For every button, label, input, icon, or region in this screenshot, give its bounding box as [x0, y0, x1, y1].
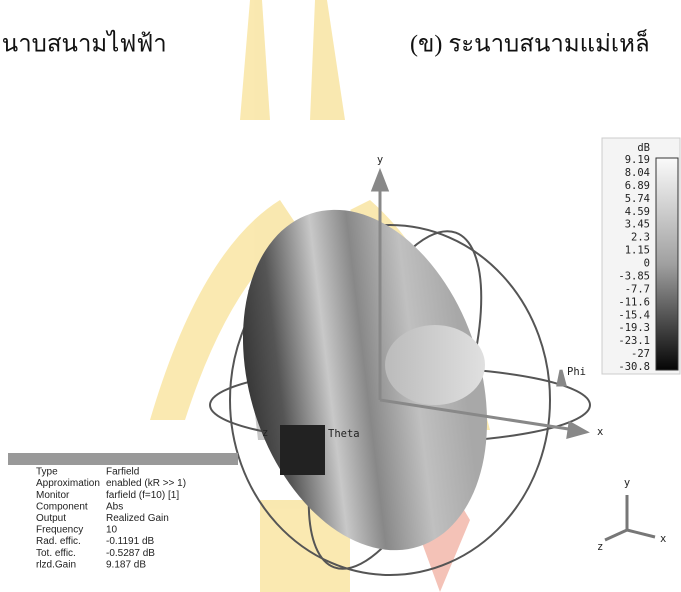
info-label: Output	[36, 513, 66, 524]
colorbar-label: 5.74	[625, 193, 650, 205]
colorbar-label: -15.4	[618, 309, 650, 321]
colorbar-unit: dB	[637, 142, 650, 154]
colorbar-label: -7.7	[625, 283, 650, 295]
colorbar-label: -27	[631, 348, 650, 360]
colorbar-label: -3.85	[618, 270, 650, 282]
info-value: Realized Gain	[106, 513, 169, 524]
axis-triad	[604, 495, 656, 542]
info-label: Tot. effic.	[36, 548, 76, 559]
axes	[370, 167, 590, 440]
triad-x: x	[660, 533, 666, 545]
colorbar-label: -19.3	[618, 322, 650, 334]
axis-label-x: x	[597, 426, 603, 438]
colorbar-label: 8.04	[625, 167, 650, 179]
info-label: rlzd.Gain	[36, 559, 76, 570]
info-value: 10	[106, 525, 118, 536]
colorbar-label: 4.59	[625, 206, 650, 218]
colorbar-label: 0	[644, 258, 650, 270]
colorbar-label: 2.3	[631, 232, 650, 244]
colorbar	[655, 157, 679, 371]
info-label: Type	[36, 467, 58, 478]
triad-z: z	[597, 541, 603, 553]
info-header	[8, 453, 238, 465]
info-value: Abs	[106, 501, 123, 512]
info-label: Frequency	[36, 525, 83, 536]
colorbar-label: 3.45	[625, 219, 650, 231]
info-value: -0.5287 dB	[106, 548, 155, 559]
info-value: Farfield	[106, 467, 139, 478]
colorbar-label: 6.89	[625, 180, 650, 192]
colorbar-label: -11.6	[618, 296, 650, 308]
radiation-pattern	[242, 209, 488, 551]
axis-label-theta: Theta	[328, 428, 360, 440]
info-value: 9.187 dB	[106, 559, 146, 570]
info-label: Monitor	[36, 490, 70, 501]
caption-left: ระนาบสนามไฟฟ้า	[0, 30, 167, 58]
colorbar-label: 9.19	[625, 154, 650, 166]
colorbar-label: -23.1	[618, 335, 650, 347]
info-panel	[8, 465, 238, 592]
info-label: Rad. effic.	[36, 536, 81, 547]
info-value: enabled (kR >> 1)	[106, 478, 186, 489]
axis-label-phi: Phi	[567, 366, 586, 378]
caption-right: (ข) ระนาบสนามแม่เหล็	[410, 29, 650, 58]
info-value: -0.1191 dB	[106, 536, 155, 547]
colorbar-label: -30.8	[618, 361, 650, 373]
info-label: Approximation	[36, 478, 100, 489]
axis-label-y: y	[377, 154, 383, 166]
info-label: Component	[36, 501, 88, 512]
axis-label-z: z	[262, 427, 268, 439]
triad-y: y	[624, 477, 630, 489]
colorbar-label: 1.15	[625, 245, 650, 257]
info-value: farfield (f=10) [1]	[106, 490, 179, 501]
